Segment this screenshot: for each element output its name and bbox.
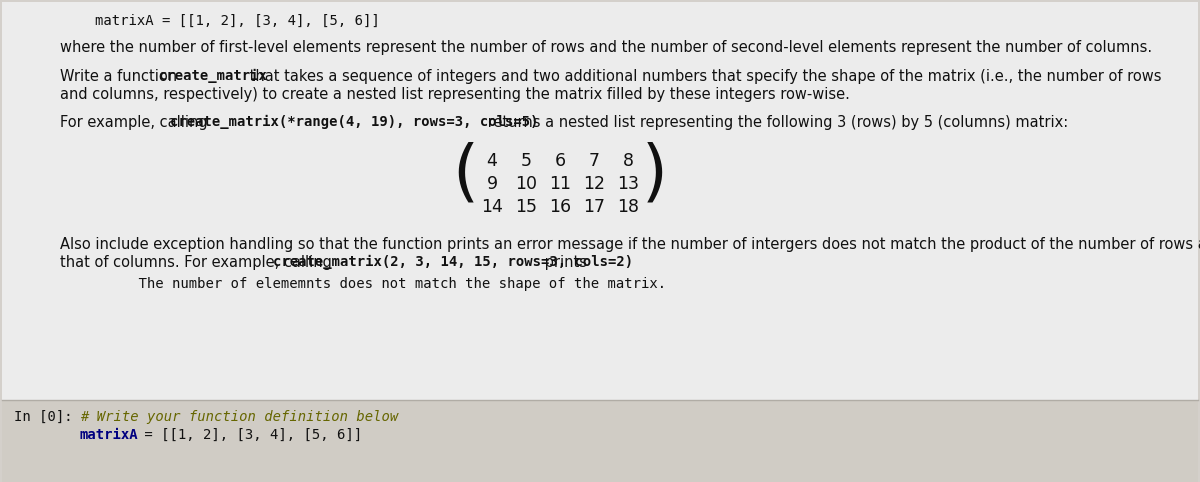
Text: create_matrix: create_matrix [158,69,268,83]
Text: 9: 9 [486,175,498,193]
Text: 11: 11 [550,175,571,193]
Text: returns a nested list representing the following 3 (rows) by 5 (columns) matrix:: returns a nested list representing the f… [482,115,1068,130]
Text: prints: prints [540,255,587,270]
Text: The number of elememnts does not match the shape of the matrix.: The number of elememnts does not match t… [106,277,666,291]
Text: 5: 5 [521,152,532,170]
Text: matrixA = [[1, 2], [3, 4], [5, 6]]: matrixA = [[1, 2], [3, 4], [5, 6]] [95,14,379,28]
Text: 4: 4 [486,152,498,170]
Text: create_matrix(2, 3, 14, 15, rows=3, cols=2): create_matrix(2, 3, 14, 15, rows=3, cols… [274,255,634,269]
FancyBboxPatch shape [2,400,1198,482]
Text: 6: 6 [554,152,565,170]
Text: 16: 16 [548,198,571,216]
Text: # Write your function definition below: # Write your function definition below [80,410,398,424]
Text: 10: 10 [515,175,538,193]
Text: Also include exception handling so that the function prints an error message if : Also include exception handling so that … [60,237,1200,252]
Text: Write a function: Write a function [60,69,181,84]
Text: that of columns. For example, calling: that of columns. For example, calling [60,255,336,270]
Text: 12: 12 [583,175,605,193]
Text: For example, calling: For example, calling [60,115,212,130]
Text: In [0]:: In [0]: [14,410,73,424]
Text: 18: 18 [617,198,640,216]
Text: 14: 14 [481,198,503,216]
FancyBboxPatch shape [2,2,1198,400]
Text: 8: 8 [623,152,634,170]
Text: (: ( [452,142,478,208]
Text: 15: 15 [515,198,538,216]
Text: create_matrix(*range(4, 19), rows=3, cols=5): create_matrix(*range(4, 19), rows=3, col… [170,115,539,129]
Text: and columns, respectively) to create a nested list representing the matrix fille: and columns, respectively) to create a n… [60,87,850,102]
Text: that takes a sequence of integers and two additional numbers that specify the sh: that takes a sequence of integers and tw… [245,69,1162,84]
Text: matrixA: matrixA [80,428,139,442]
Text: where the number of first-level elements represent the number of rows and the nu: where the number of first-level elements… [60,40,1152,55]
Text: 13: 13 [617,175,640,193]
Text: = [[1, 2], [3, 4], [5, 6]]: = [[1, 2], [3, 4], [5, 6]] [136,428,362,442]
Text: 7: 7 [588,152,600,170]
Text: ): ) [642,142,668,208]
Text: 17: 17 [583,198,605,216]
